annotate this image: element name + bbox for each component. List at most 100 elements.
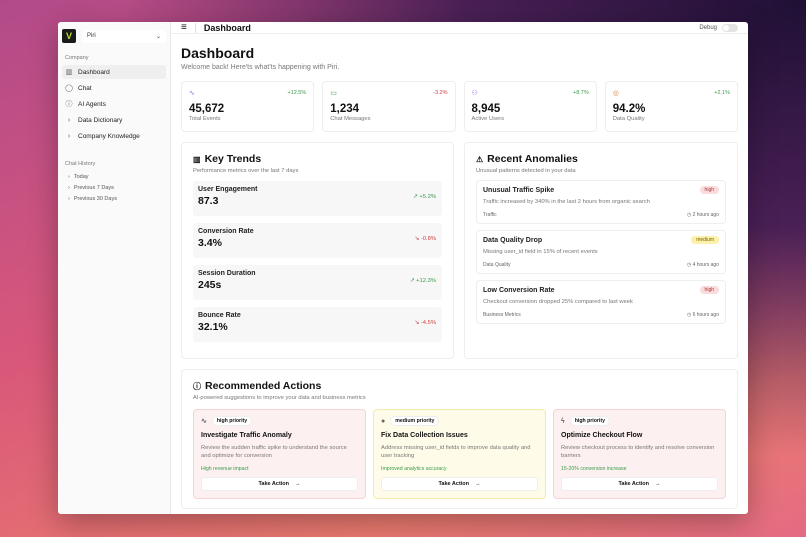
action-card: ● medium priority Fix Data Collection Issu… [373, 409, 546, 499]
severity-badge: high [699, 286, 719, 294]
trending-up-icon: ↗ [412, 194, 418, 200]
section-label: Company [65, 55, 89, 61]
trend-change: -4.5% [420, 320, 436, 326]
action-impact: High revenue impact [201, 465, 249, 472]
menu-icon[interactable]: ≡ [181, 22, 187, 33]
severity-badge: high [699, 186, 719, 194]
action-card: ∿ high priority Investigate Traffic Anomal… [193, 409, 366, 499]
trend-value: 3.4% [198, 237, 222, 249]
stat-card: ◎ +2.1% 94.2% Data Quality [604, 81, 738, 132]
trending-down-icon: ↘ [414, 320, 420, 326]
database-icon: ◎ [612, 90, 619, 97]
chevron-right-icon: › [67, 116, 71, 124]
top-bar: ≡ Dashboard Debug [171, 22, 748, 34]
stat-card: ⚇ +8.7% 8,945 Active Users [463, 81, 597, 132]
trend-value: 245s [198, 279, 222, 291]
anomaly-time: 6 hours ago [692, 312, 719, 318]
logo: V [62, 29, 76, 43]
panel-title: Recommended Actions [205, 380, 322, 392]
recommended-actions-panel: ⓘ Recommended Actions AI-powered suggesti… [181, 369, 738, 509]
stat-value: 45,672 [189, 103, 225, 115]
arrow-right-icon: → [475, 480, 481, 487]
main: ≡ Dashboard Debug Dashboard Welcome back… [171, 22, 748, 514]
page-title: Dashboard [181, 45, 255, 61]
sidebar-item-dashboard[interactable]: ▥ Dashboard [62, 65, 166, 79]
chevron-down-icon: ⌄ [155, 33, 161, 40]
bar-chart-icon: ▥ [193, 154, 201, 164]
history-label: Previous 30 Days [73, 195, 117, 202]
take-action-button[interactable]: Take Action → [561, 476, 718, 491]
stat-label: Data Quality [612, 116, 645, 122]
nav-label: Dashboard [78, 68, 110, 76]
activity-icon: ∿ [189, 90, 195, 97]
users-icon: ⚇ [471, 90, 478, 97]
severity-badge: medium [691, 236, 719, 244]
stat-change: +2.1% [714, 90, 730, 96]
arrow-right-icon: → [295, 480, 301, 487]
stat-label: Active Users [471, 116, 505, 122]
sidebar-item-data-dictionary[interactable]: › Data Dictionary [62, 113, 166, 127]
trend-change: -0.8% [420, 236, 436, 242]
anomaly-card[interactable]: Unusual Traffic Spike high Traffic increas… [476, 180, 726, 224]
stat-value: 8,945 [471, 103, 501, 115]
key-trends-panel: ▥ Key Trends Performance metrics over the… [181, 142, 454, 359]
trend-name: Conversion Rate [198, 228, 254, 235]
trend-row: Conversion Rate 3.4% ↘ -0.8% [193, 223, 442, 258]
stat-value: 1,234 [330, 103, 360, 115]
stat-label: Total Events [189, 116, 221, 122]
sidebar-item-company-knowledge[interactable]: › Company Knowledge [62, 129, 166, 143]
stat-change: +12.5% [287, 90, 307, 96]
panel-subtitle: AI-powered suggestions to improve your d… [193, 395, 366, 401]
trend-change: +12.3% [416, 278, 436, 284]
take-action-button[interactable]: Take Action → [201, 476, 358, 491]
stat-card: ▭ -3.2% 1,234 Chat Messages [322, 81, 456, 132]
trending-up-icon: ↗ [409, 278, 415, 284]
alert-triangle-icon: ⚠ [476, 154, 484, 164]
priority-badge: high priority [569, 416, 610, 426]
trend-change: +5.2% [419, 194, 436, 200]
chevron-right-icon: › [68, 184, 70, 191]
section-label: Chat History [65, 161, 96, 167]
clock-icon: ◷ [686, 312, 692, 318]
action-desc: Review the sudden traffic spike to under… [201, 445, 347, 460]
anomaly-desc: Checkout conversion dropped 25% compared… [483, 299, 633, 305]
workspace-select[interactable]: Piri ⌄ [82, 29, 166, 43]
button-label: Take Action [618, 480, 650, 487]
action-impact: 15-20% conversion increase [561, 465, 627, 472]
header-title: Dashboard [194, 22, 251, 33]
nav-label: AI Agents [78, 100, 106, 108]
sidebar-item-ai-agents[interactable]: ⓘ AI Agents [62, 97, 166, 111]
trend-row: Session Duration 245s ↗ +12.3% [193, 265, 442, 300]
action-title: Fix Data Collection Issues [381, 432, 468, 439]
nav-label: Company Knowledge [78, 132, 140, 140]
sidebar: V Piri ⌄ Company ▥ Dashboard ◯ Chat ⓘ AI Age… [58, 22, 171, 514]
history-7-days[interactable]: › Previous 7 Days [62, 182, 166, 193]
zap-icon: ϟ [561, 417, 565, 425]
history-today[interactable]: › Today [62, 171, 166, 182]
stat-change: +8.7% [573, 90, 589, 96]
trend-name: User Engagement [198, 186, 258, 193]
info-icon: ⓘ [193, 381, 201, 391]
recent-anomalies-panel: ⚠ Recent Anomalies Unusual patterns detec… [464, 142, 738, 359]
circle-icon: ● [381, 417, 386, 425]
sidebar-item-chat[interactable]: ◯ Chat [62, 81, 166, 95]
chevron-right-icon: › [68, 195, 70, 202]
action-desc: Review checkout process to identify and … [561, 445, 715, 460]
debug-toggle[interactable] [722, 23, 738, 32]
clock-icon: ◷ [686, 262, 692, 268]
anomaly-category: Data Quality [483, 262, 511, 268]
action-impact: Improved analytics accuracy [381, 465, 447, 472]
anomaly-card[interactable]: Data Quality Drop medium Missing user_id f… [476, 230, 726, 274]
chevron-right-icon: › [67, 132, 71, 140]
anomaly-desc: Missing user_id field in 15% of recent e… [483, 249, 598, 255]
history-30-days[interactable]: › Previous 30 Days [62, 193, 166, 204]
anomaly-card[interactable]: Low Conversion Rate high Checkout conversi… [476, 280, 726, 324]
stat-card: ∿ +12.5% 45,672 Total Events [181, 81, 315, 132]
trend-value: 32.1% [198, 321, 228, 333]
stat-label: Chat Messages [330, 116, 371, 122]
take-action-button[interactable]: Take Action → [381, 476, 538, 491]
anomaly-title: Low Conversion Rate [483, 287, 555, 294]
bar-chart-icon: ▥ [65, 69, 73, 76]
debug-label: Debug [699, 24, 717, 31]
activity-icon: ∿ [201, 418, 207, 425]
